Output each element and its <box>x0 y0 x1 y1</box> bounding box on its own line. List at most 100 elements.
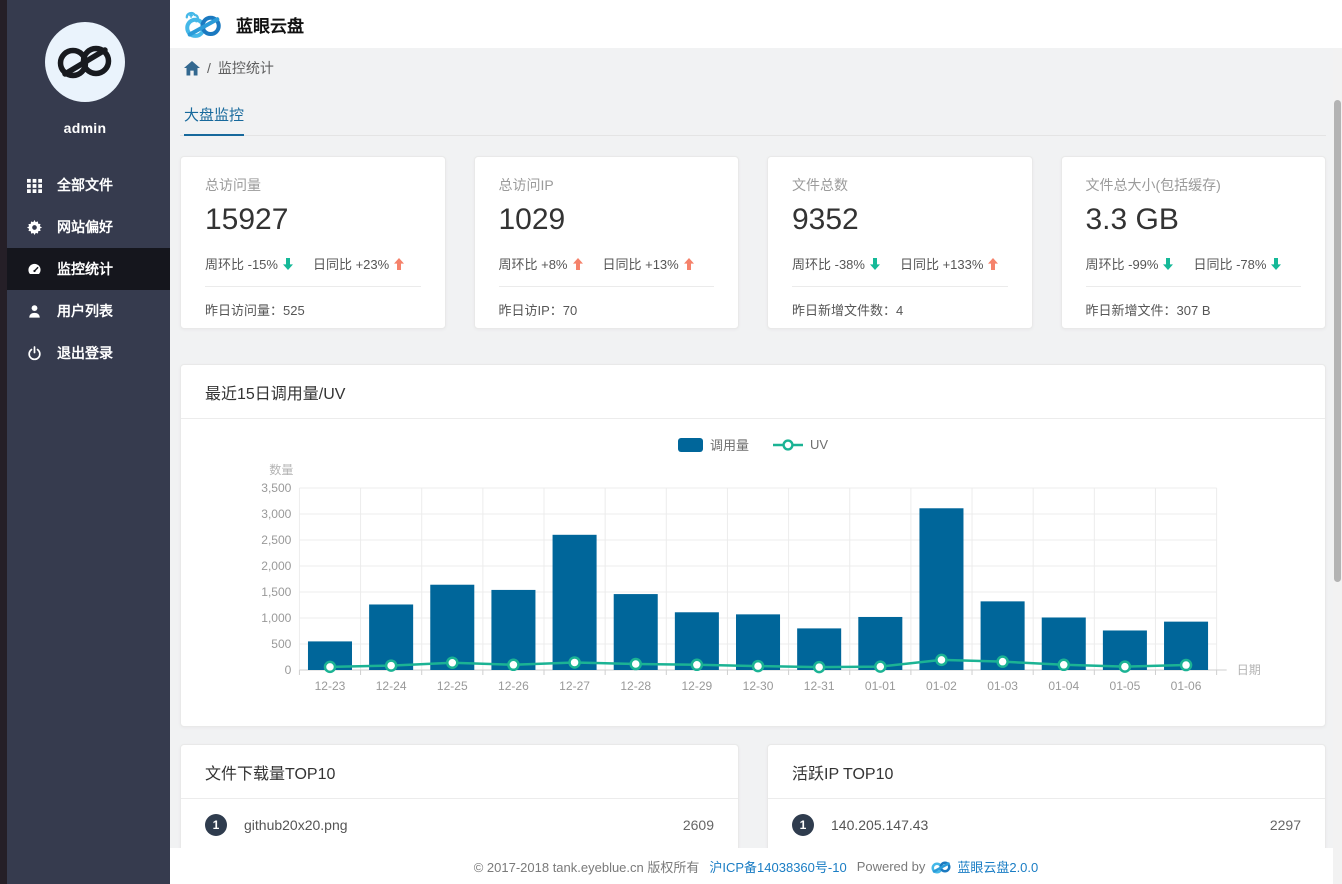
sidebar-item-site-pref[interactable]: 网站偏好 <box>0 206 170 248</box>
svg-text:01-02: 01-02 <box>926 679 957 693</box>
stat-cards-row: 总访问量 15927 周环比 -15% 日同比 +23% 昨日访问量：525 总访问IP 1… <box>180 156 1326 329</box>
stat-card: 总访问量 15927 周环比 -15% 日同比 +23% 昨日访问量：525 <box>180 156 446 329</box>
scrollbar-thumb[interactable] <box>1334 100 1341 582</box>
svg-text:01-05: 01-05 <box>1110 679 1141 693</box>
breadcrumb-current: 监控统计 <box>217 60 274 76</box>
trend-up-icon <box>394 257 405 270</box>
content: / 监控统计 大盘监控 总访问量 15927 周环比 -15% 日同比 +23% 昨日访… <box>170 48 1342 848</box>
svg-text:12-31: 12-31 <box>804 679 835 693</box>
top-lists-row: 文件下载量TOP10 1 github20x20.png 2609 活跃IP TOP… <box>180 744 1326 848</box>
top-downloads-rows: 1 github20x20.png 2609 <box>181 799 738 848</box>
sidebar-item-label: 退出登录 <box>57 345 113 361</box>
footer-copyright: © 2017-2018 tank.eyeblue.cn 版权所有 <box>473 859 700 875</box>
legend-bar-swatch <box>677 437 703 452</box>
sidebar-item-label: 监控统计 <box>57 261 113 277</box>
username: admin <box>63 120 107 136</box>
user-icon <box>27 304 42 319</box>
uv-chart-card: 最近15日调用量/UV 调用量 UV 0 500 1,000 1,500 2,000 2,5… <box>180 364 1326 727</box>
svg-text:01-04: 01-04 <box>1048 679 1079 693</box>
legend-bar-label: 调用量 <box>709 438 749 453</box>
stat-label: 文件总大小(包括缓存) <box>1085 177 1221 193</box>
app-logo-icon <box>185 11 221 38</box>
trend-down-icon <box>869 257 880 270</box>
gear-icon <box>27 219 42 235</box>
rank-badge: 1 <box>205 814 227 836</box>
stat-trends: 周环比 -38% 日同比 +133% <box>792 254 1008 273</box>
sidebar-item-logout[interactable]: 退出登录 <box>0 332 170 374</box>
svg-text:12-24: 12-24 <box>376 679 407 693</box>
chart-legend: 调用量 UV <box>181 435 1325 454</box>
list-item: 1 140.205.147.43 2297 <box>768 799 1325 848</box>
stat-value: 1029 <box>498 203 566 236</box>
legend-item-uv[interactable]: UV <box>772 437 829 452</box>
trend-up: 日同比 +133% <box>900 254 999 273</box>
stat-value: 15927 <box>205 203 289 236</box>
stat-trends: 周环比 -99% 日同比 -78% <box>1086 254 1302 273</box>
trend-up: 日同比 +13% <box>603 254 694 273</box>
svg-text:01-03: 01-03 <box>987 679 1018 693</box>
top-downloads-title: 文件下载量TOP10 <box>181 745 738 799</box>
trend-down: 周环比 -99% <box>1086 254 1174 273</box>
svg-text:12-28: 12-28 <box>620 679 651 693</box>
trend-down: 周环比 -15% <box>205 254 293 273</box>
legend-item-calls[interactable]: 调用量 <box>677 435 749 454</box>
footer-powered-label: Powered by <box>856 858 926 874</box>
stat-footer: 昨日新增文件：307 B <box>1085 303 1211 318</box>
stat-footer: 昨日访问量：525 <box>205 303 305 318</box>
stat-divider <box>792 286 1008 287</box>
stat-label: 总访问量 <box>205 177 261 193</box>
svg-text:2,000: 2,000 <box>261 559 291 573</box>
svg-text:12-30: 12-30 <box>743 679 774 693</box>
sidebar-item-monitor[interactable]: 监控统计 <box>0 248 170 290</box>
power-icon <box>27 345 42 361</box>
svg-text:12-27: 12-27 <box>559 679 590 693</box>
stat-footer: 昨日新增文件数：4 <box>792 303 904 318</box>
svg-text:3,000: 3,000 <box>261 507 291 521</box>
trend-up: 日同比 +23% <box>313 254 405 273</box>
chart-title: 最近15日调用量/UV <box>181 365 1325 419</box>
sidebar: admin 全部文件网站偏好监控统计用户列表退出登录 <box>0 0 170 884</box>
svg-text:2,500: 2,500 <box>261 533 291 547</box>
stat-divider <box>498 286 714 287</box>
dashboard-icon <box>27 262 42 277</box>
stat-card: 文件总大小(包括缓存) 3.3 GB 周环比 -99% 日同比 -78% 昨日新增文件：… <box>1060 156 1326 329</box>
list-item-value: 2609 <box>682 817 714 833</box>
grid-icon <box>27 178 42 193</box>
svg-text:12-26: 12-26 <box>498 679 529 693</box>
trend-up: 周环比 +8% <box>499 254 583 273</box>
svg-text:01-01: 01-01 <box>865 679 896 693</box>
trend-down-icon <box>1163 257 1174 270</box>
breadcrumb-separator: / <box>207 60 211 76</box>
stat-label: 文件总数 <box>792 177 848 193</box>
sidebar-item-all-files[interactable]: 全部文件 <box>0 164 170 206</box>
svg-text:500: 500 <box>271 637 291 651</box>
sidebar-item-user-list[interactable]: 用户列表 <box>0 290 170 332</box>
svg-text:12-25: 12-25 <box>437 679 468 693</box>
footer-product-link[interactable]: 蓝眼云盘2.0.0 <box>957 859 1039 875</box>
stat-divider <box>205 286 421 287</box>
trend-down: 周环比 -38% <box>792 254 880 273</box>
stat-card: 总访问IP 1029 周环比 +8% 日同比 +13% 昨日访IP：70 <box>473 156 739 329</box>
footer-logo-icon <box>931 861 951 874</box>
avatar[interactable] <box>43 20 127 104</box>
list-item-name: 140.205.147.43 <box>831 817 929 833</box>
legend-line-label: UV <box>809 437 829 452</box>
svg-text:0: 0 <box>285 663 292 677</box>
sidebar-item-label: 网站偏好 <box>57 219 113 235</box>
stat-divider <box>1085 286 1301 287</box>
svg-text:3,500: 3,500 <box>261 481 291 495</box>
app-footer: © 2017-2018 tank.eyeblue.cn 版权所有 沪ICP备14… <box>170 848 1342 884</box>
footer-icp-link[interactable]: 沪ICP备14038360号-10 <box>709 859 847 875</box>
svg-text:1,000: 1,000 <box>261 611 291 625</box>
tab-dashboard-monitor[interactable]: 大盘监控 <box>184 104 245 136</box>
trend-down: 日同比 -78% <box>1193 254 1282 273</box>
home-icon[interactable] <box>184 60 200 76</box>
legend-line-swatch <box>772 438 803 451</box>
list-item: 1 github20x20.png 2609 <box>181 799 738 848</box>
stat-card: 文件总数 9352 周环比 -38% 日同比 +133% 昨日新增文件数：4 <box>767 156 1033 329</box>
uv-chart-svg: 0 500 1,000 1,500 2,000 2,500 3,000 3,500 12-23 1… <box>261 462 1261 693</box>
stat-footer: 昨日访IP：70 <box>498 303 578 318</box>
trend-up-icon <box>572 257 583 270</box>
top-ips-title: 活跃IP TOP10 <box>768 745 1325 799</box>
trend-down-icon <box>282 257 293 270</box>
